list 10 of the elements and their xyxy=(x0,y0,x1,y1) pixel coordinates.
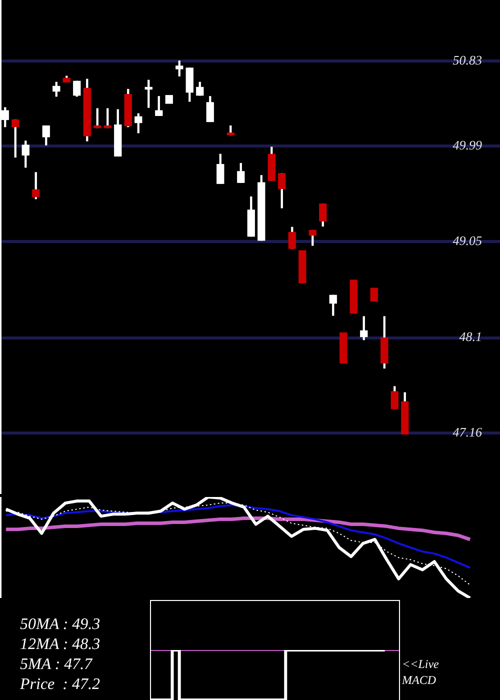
text: 12MA : 48.3 xyxy=(20,635,102,655)
text: 50MA : 49.3 xyxy=(20,615,102,635)
annotation: <<Live MACD xyxy=(402,656,440,688)
y-tick-label: 49.99 xyxy=(452,137,482,152)
y-tick-label: 48.1 xyxy=(459,329,482,344)
text: Price : 47.2 xyxy=(20,675,101,695)
text: 5MA : 47.7 xyxy=(20,655,94,675)
y-tick-label: 47.16 xyxy=(452,424,482,440)
y-tick-label: 50.83 xyxy=(452,52,482,68)
y-tick-label: 49.05 xyxy=(452,232,482,248)
